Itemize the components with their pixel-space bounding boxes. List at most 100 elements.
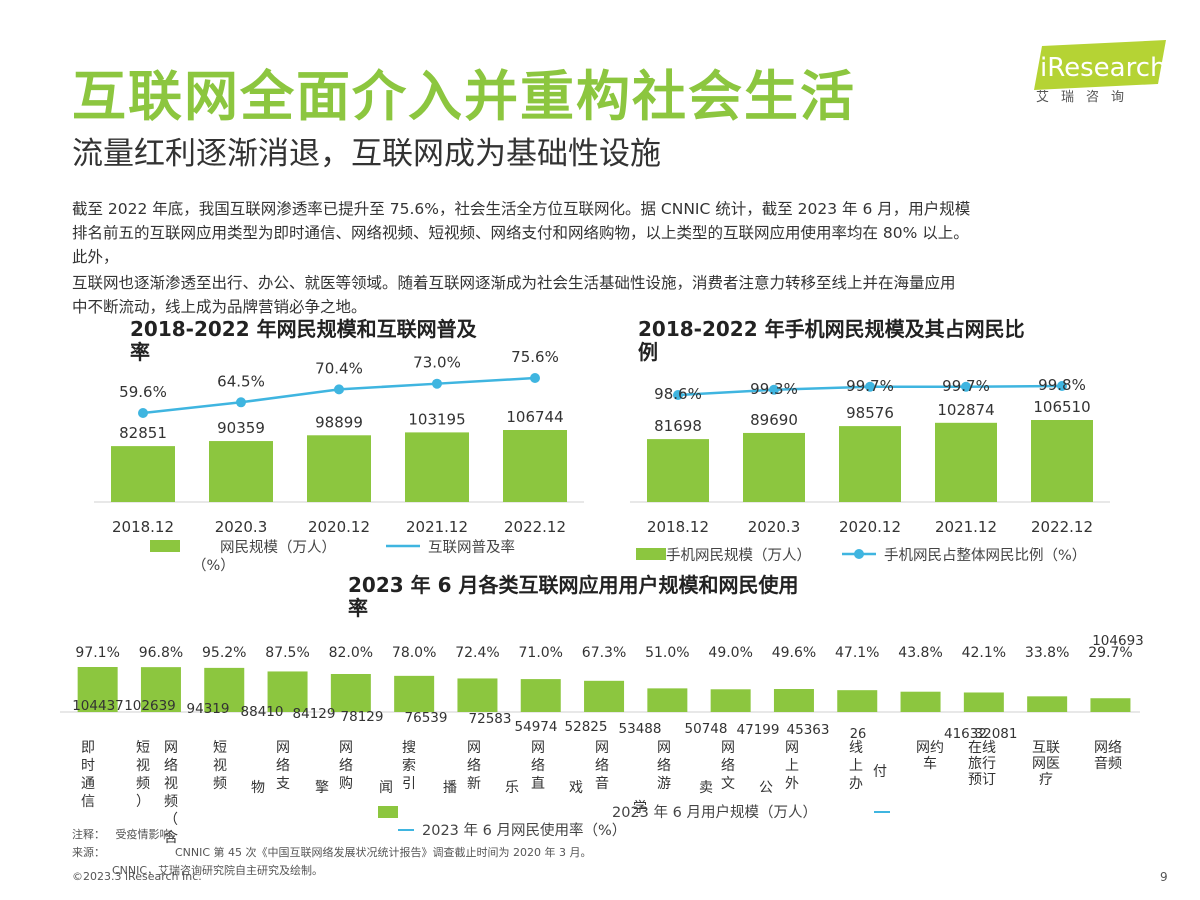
chart2-legend-line-dot — [854, 549, 864, 559]
chart3-rate-label: 49.0% — [708, 645, 752, 661]
chart2-legend-bar-label: 手机网民规模（万人） — [666, 547, 811, 564]
chart3-title: 2023 年 6 月各类互联网应用用户规模和网民使用 率 — [348, 574, 798, 620]
chart3-bar — [773, 689, 814, 712]
chart3-category-label: 视 — [164, 776, 178, 792]
chart3-users-label: 53488 — [619, 721, 662, 737]
chart3-bar — [837, 690, 878, 712]
chart3-users-label: 78129 — [341, 709, 384, 725]
chart3-users-label: 72583 — [469, 711, 512, 727]
chart3-category-label: 音 — [595, 775, 609, 792]
chart2-tick-label: 2021.12 — [935, 518, 997, 536]
chart1-legend-line-suffix: （%） — [192, 557, 235, 574]
page-title: 互联网全面介入并重构社会生活 — [72, 65, 856, 128]
chart2-bar — [839, 426, 901, 502]
chart1-line-label: 64.5% — [217, 372, 265, 390]
body-text-line-3: 此外， — [72, 248, 119, 266]
chart3-category-label: 信 — [81, 794, 95, 810]
chart2-bar — [935, 422, 997, 502]
chart3-category-tail: 付 — [873, 764, 887, 780]
chart3-category-label: 音频 — [1094, 755, 1122, 772]
chart3-category-label: 直 — [531, 775, 545, 792]
chart3-category-label: 上 — [849, 758, 863, 774]
chart1-bar — [111, 446, 175, 502]
chart3-rate-label: 96.8% — [139, 645, 183, 661]
chart3-category-label: 在线 — [968, 740, 996, 756]
chart3-category-label: 频 — [213, 776, 227, 792]
chart3-category-label: 网 — [467, 740, 481, 756]
chart3-category-label: 络 — [276, 758, 290, 774]
chart2-line-point — [673, 390, 683, 400]
chart3-users-label: 47199 — [737, 722, 780, 738]
chart3-bar — [267, 671, 308, 712]
chart3-category-label: 频 — [136, 776, 150, 792]
chart1-line-label: 70.4% — [315, 359, 363, 377]
chart3-category-label: 预订 — [968, 772, 996, 788]
chart3-category-label: 频 — [164, 794, 178, 810]
chart3-category-label: 办 — [849, 776, 863, 792]
chart3-category-label: 网 — [531, 740, 545, 756]
chart3-users-label: 84129 — [293, 706, 336, 722]
chart3-category-label: 短 — [136, 740, 150, 756]
chart3-category-label: 购 — [339, 776, 353, 792]
chart2-line-point — [769, 384, 779, 395]
chart3-bar — [1090, 698, 1131, 712]
chart3-category-label: 索 — [402, 757, 416, 774]
chart2-tick-label: 2018.12 — [647, 518, 709, 536]
chart3-rate-label: 97.1% — [75, 645, 119, 661]
chart2-line-point — [865, 381, 875, 392]
body-text-line-4: 互联网也逐渐渗透至出行、办公、就医等领域。随着互联网逐渐成为社会生活基础性设施，… — [72, 274, 956, 292]
chart3-rate-label: 29.7% — [1088, 645, 1132, 661]
chart3-extra-label: 26 — [850, 727, 867, 742]
chart3-rate-label: 72.4% — [455, 645, 499, 661]
chart3-users-label: 88410 — [241, 704, 284, 720]
chart3-rate-label: 71.0% — [519, 645, 563, 661]
chart3-category-label: 车 — [923, 755, 937, 772]
chart2-line-label: 99.3% — [750, 380, 798, 398]
chart3-rate-label: 42.1% — [962, 645, 1006, 661]
chart1-legend-line-label: 互联网普及率 — [428, 539, 515, 556]
chart3-category-label: 即 — [81, 740, 95, 756]
chart3-category-tail: 学 — [633, 800, 647, 816]
chart3-bar — [330, 673, 371, 712]
chart3-category-label: 网 — [339, 740, 353, 756]
chart3-legend-line-label: 2023 年 6 月网民使用率（%） — [422, 822, 626, 839]
note-text: 受疫情影响， — [115, 828, 182, 841]
chart3-category-tail: 乐 — [505, 780, 519, 796]
logo-subtitle: 艾瑞咨询 — [1036, 90, 1137, 105]
chart3-category-label: 网 — [785, 740, 799, 756]
source-label: 来源： — [72, 846, 105, 859]
chart3-category-tail: 闻 — [379, 780, 393, 796]
chart3-users-label: 76539 — [405, 710, 448, 726]
chart3-category-label: 络 — [467, 758, 481, 774]
chart3-category-label: 搜 — [402, 740, 416, 756]
chart3-category-label: 短 — [213, 740, 227, 756]
iresearch-logo: iResearch — [1034, 40, 1166, 90]
chart3-users-label: 94319 — [187, 701, 230, 717]
chart2-legend-line-label: 手机网民占整体网民比例（%） — [884, 547, 1086, 564]
chart3-bar — [584, 680, 625, 712]
chart2-bar — [1031, 420, 1093, 502]
copyright: ©2023.3 iResearch Inc. — [72, 870, 202, 883]
chart3-category-label: 视 — [136, 758, 150, 774]
chart2-title-line-1: 2018-2022 年手机网民规模及其占网民比 — [638, 317, 1025, 341]
chart3-bar — [900, 691, 941, 712]
chart3-users-label: 45363 — [787, 722, 830, 738]
chart3-rate-label: 43.8% — [898, 645, 942, 661]
chart3-users-label: 102639 — [124, 698, 176, 714]
chart3-category-tail: 物 — [251, 780, 265, 796]
chart3-category-label: 疗 — [1039, 772, 1053, 788]
chart1-line-point — [138, 408, 148, 418]
chart3-category-label: 支 — [276, 776, 290, 792]
chart2-line-label: 99.7% — [846, 377, 894, 395]
chart3-bar — [1027, 696, 1068, 712]
chart3-bar — [204, 667, 245, 712]
footer-notes: 注释： 受疫情影响， 来源： CNNIC 第 45 次《中国互联网络发展状况统计报… — [72, 826, 592, 862]
chart1-tick-label: 2020.3 — [215, 518, 268, 536]
chart3-category-label: 通 — [81, 776, 95, 792]
chart1-bar — [503, 430, 567, 502]
chart1-legend-bar-label: 网民规模（万人） — [220, 539, 336, 556]
chart3-rate-label: 67.3% — [582, 645, 626, 661]
chart1-tick-label: 2018.12 — [112, 518, 174, 536]
chart3-users-label: 54974 — [515, 719, 558, 735]
